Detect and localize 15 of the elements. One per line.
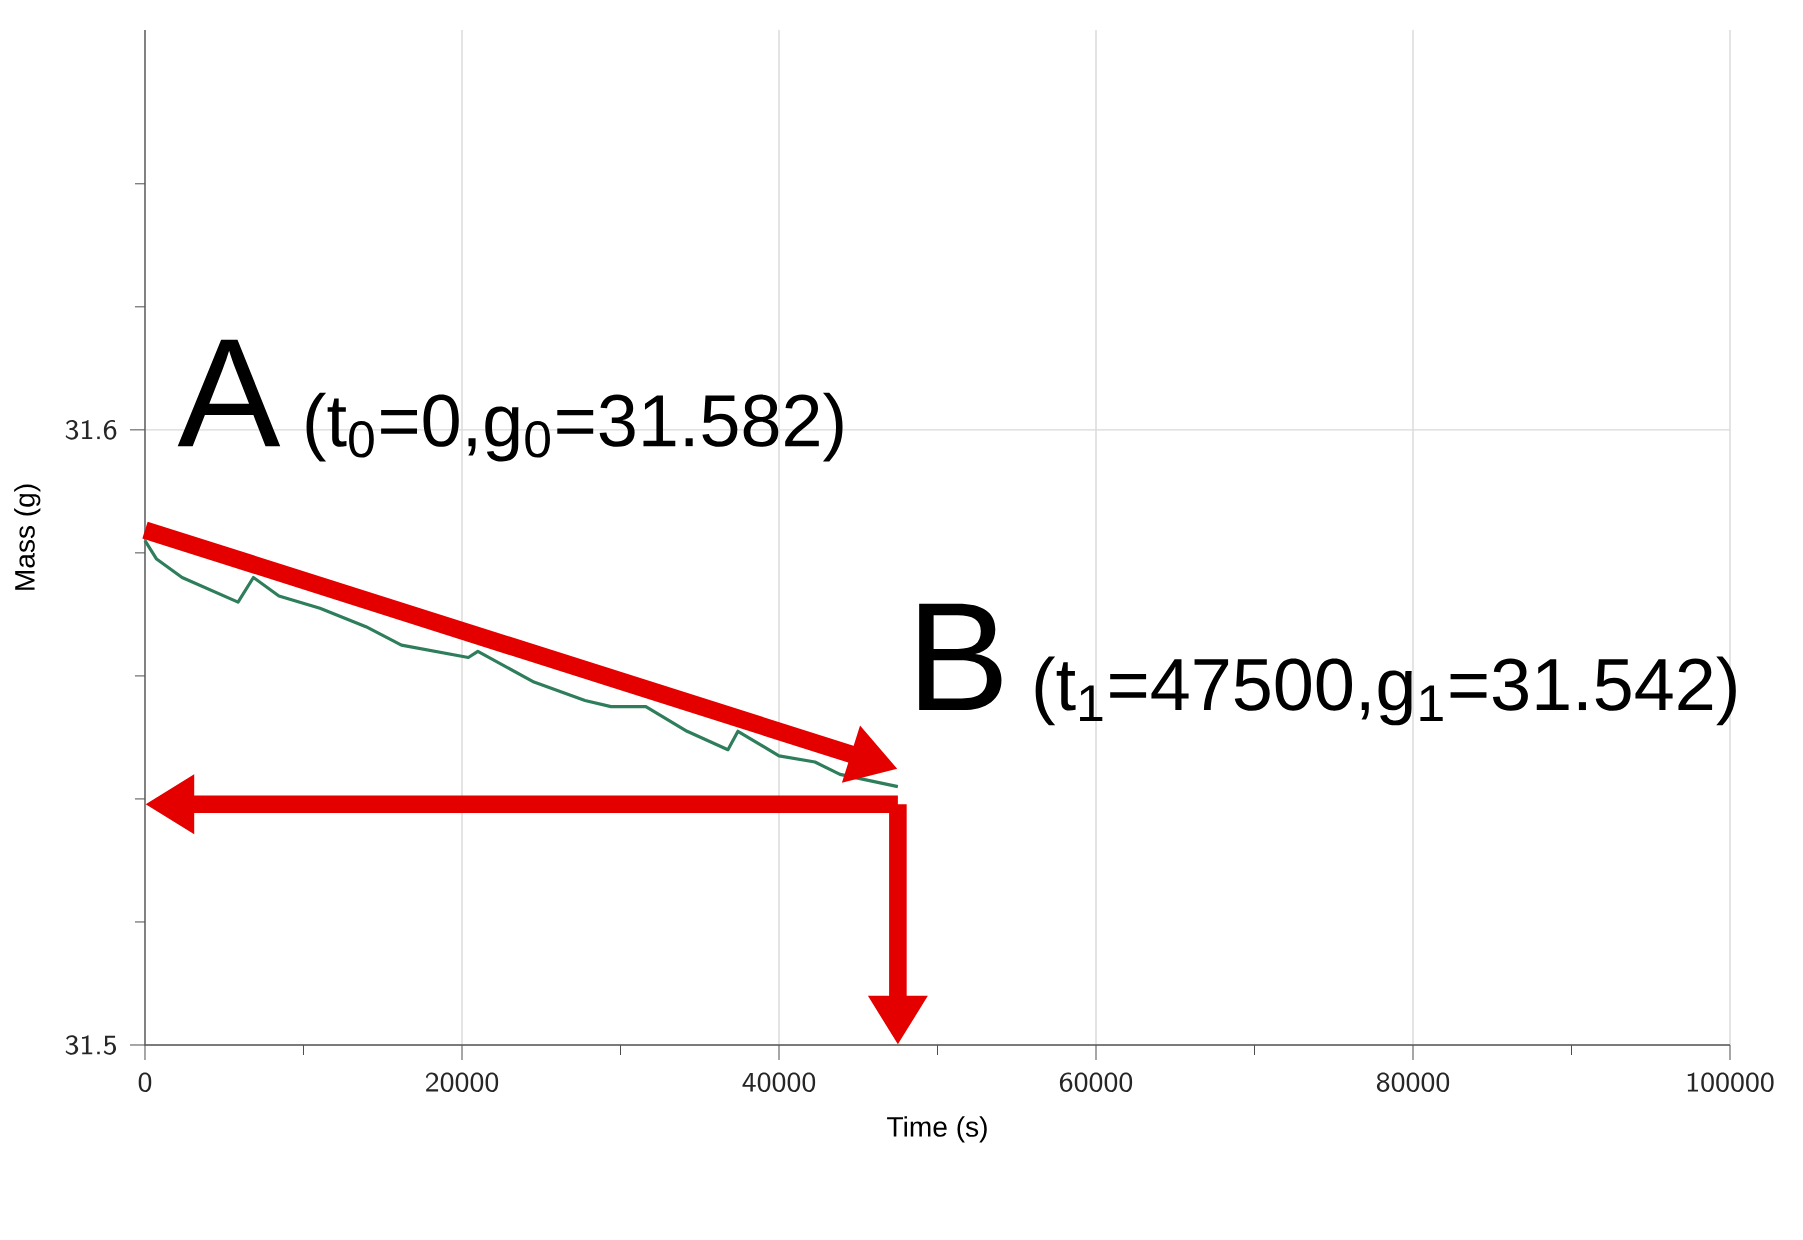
annotation: (t$_{1}$=47500,g$_{1}$=31.542)	[1035, 656, 1736, 726]
y-tick-label: 31.6	[65, 420, 117, 440]
x-tick-label: 40000	[742, 1072, 816, 1093]
x-tick-label: 0	[138, 1072, 152, 1093]
annotation: B	[919, 603, 1002, 711]
x-tick-label: 20000	[425, 1072, 499, 1093]
x-axis-title: Time (s)	[887, 1116, 987, 1143]
y-axis-title: Mass (g)	[14, 484, 41, 590]
line-series	[143, 538, 900, 789]
y-tick-label: 31.5	[65, 1035, 117, 1055]
x-tick-label: 80000	[1376, 1072, 1450, 1093]
x-tick-label: 100000	[1687, 1072, 1774, 1093]
annotation: A	[177, 339, 281, 447]
x-tick-label: 60000	[1059, 1072, 1133, 1093]
annotation: (t$_{0}$=0,g$_{0}$=31.582)	[306, 392, 843, 462]
